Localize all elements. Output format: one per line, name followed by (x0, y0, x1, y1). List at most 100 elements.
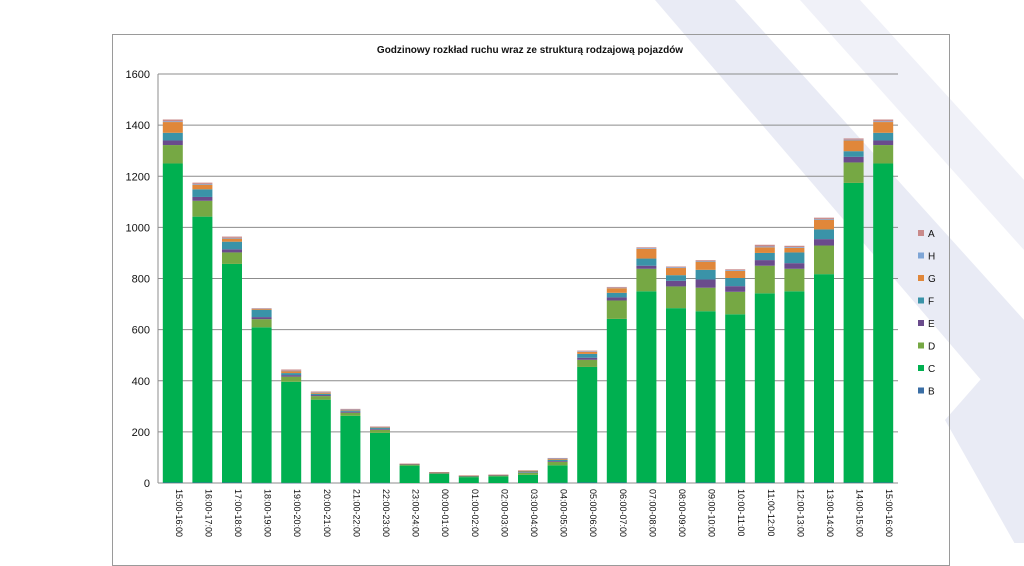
bar-segment-e (518, 472, 538, 473)
bar-segment-a (754, 244, 775, 247)
bar-segment-e (784, 263, 805, 269)
bar-segment-d (281, 376, 302, 382)
legend-label-d: D (928, 342, 935, 353)
bar-segment-a (340, 408, 361, 410)
bar-segment-d (518, 472, 538, 475)
chart-plot: 0 200 400 600 800 1000 1200 1400 1600 15:00-16:00… (126, 69, 936, 537)
bar-segment-c (310, 399, 331, 483)
bar-segment-e (340, 411, 361, 413)
bar-segment-h (754, 246, 775, 248)
bar-segment-c (458, 477, 479, 483)
bar-segment-g (222, 238, 242, 242)
bar-segment-d (814, 245, 834, 275)
bar-segment-g (458, 475, 479, 477)
bar-segment-f (488, 475, 509, 476)
x-tick-label: 14:00-15:00 (855, 489, 865, 537)
bar-segment-a (547, 457, 568, 459)
bar-segment-e (754, 260, 775, 266)
y-tick-label: 200 (132, 427, 150, 439)
bar-segment-g (784, 247, 805, 253)
x-tick-label: 00:00-01:00 (440, 489, 450, 537)
bar-segment-h (666, 267, 686, 269)
bar-segment-f (340, 410, 361, 412)
bar-segment-d (636, 268, 657, 292)
bar-segment-c (577, 366, 598, 483)
legend-label-e: E (928, 319, 935, 330)
bar-segment-f (429, 472, 450, 474)
bar-segment-e (310, 395, 331, 397)
chart-title: Godzinowy rozkład ruchu wraz ze struktur… (376, 45, 684, 56)
bar-segment-f (192, 189, 213, 197)
bar-segment-h (814, 218, 834, 220)
bar-segment-g (518, 470, 538, 472)
bar-segment-b (606, 482, 627, 483)
bar-segment-a (458, 475, 479, 476)
bar-segment-g (606, 288, 627, 293)
bar-segment-g (843, 140, 864, 152)
bar-segment-e (222, 249, 242, 253)
legend-label-b: B (928, 387, 935, 398)
bar-segment-d (192, 200, 213, 217)
bar-segment-a (399, 463, 420, 465)
bar-segment-h (784, 247, 805, 248)
legend-swatch-e (918, 320, 924, 326)
bar-segment-e (666, 280, 686, 287)
x-tick-label: 10:00-11:00 (736, 489, 746, 536)
bar-segment-e (429, 472, 450, 474)
bar-segment-h (577, 351, 598, 352)
y-tick-label: 800 (132, 274, 150, 286)
legend-label-c: C (928, 364, 935, 375)
bar-segment-h (162, 121, 183, 123)
legend-swatch-f (918, 297, 924, 304)
bar-segment-f (814, 229, 834, 240)
bar-segment-c (814, 274, 834, 483)
x-tick-label: 12:00-13:00 (795, 489, 805, 537)
bar-segment-a (488, 474, 509, 476)
bar-segment-c (547, 465, 568, 483)
bar-segment-f (162, 132, 183, 141)
bar-segment-b (636, 482, 657, 483)
bar-segment-a (222, 236, 242, 238)
bar-segment-f (547, 459, 568, 462)
bar-segment-e (636, 265, 657, 269)
bar-segment-f (281, 373, 302, 376)
bar-segment-b (784, 482, 805, 483)
bar-segment-b (666, 482, 686, 483)
bar-segment-b (695, 482, 716, 483)
bar-segment-e (192, 196, 213, 201)
bar-segment-b (843, 482, 864, 483)
bar-segment-c (666, 308, 686, 483)
bar-segment-e (399, 464, 420, 465)
y-tick-label: 600 (132, 325, 150, 337)
bar-segment-e (873, 140, 894, 146)
bar-segment-f (666, 275, 686, 281)
bar-segment-d (666, 286, 686, 309)
legend-label-f: F (928, 297, 934, 308)
bar-segment-h (873, 121, 894, 123)
bar-segment-g (370, 427, 390, 429)
bar-segment-b (281, 482, 302, 484)
legend-label-h: H (928, 252, 935, 263)
bar-segment-e (725, 286, 746, 292)
bar-segment-d (162, 145, 183, 164)
x-tick-label: 04:00-05:00 (559, 489, 569, 537)
x-tick-label: 21:00-22:00 (351, 489, 361, 537)
bar-segment-f (222, 241, 242, 250)
x-tick-label: 03:00-04:00 (529, 489, 539, 537)
bar-segment-g (251, 308, 272, 310)
bar-segment-a (251, 308, 272, 309)
bar-segment-c (162, 163, 183, 483)
bar-segment-e (251, 317, 272, 320)
bar-segment-f (577, 353, 598, 358)
bar-segment-c (518, 474, 538, 483)
bar-segment-c (488, 476, 509, 483)
bar-segment-h (281, 370, 302, 372)
bar-segment-g (666, 268, 686, 276)
bar-segment-a (606, 286, 627, 288)
legend-swatch-b (918, 387, 924, 394)
bar-segment-a (310, 391, 331, 393)
y-tick-label: 1600 (126, 69, 150, 81)
bar-segment-c (636, 291, 657, 483)
bar-segment-h (695, 260, 716, 262)
x-tick-label: 09:00-10:00 (707, 489, 717, 537)
